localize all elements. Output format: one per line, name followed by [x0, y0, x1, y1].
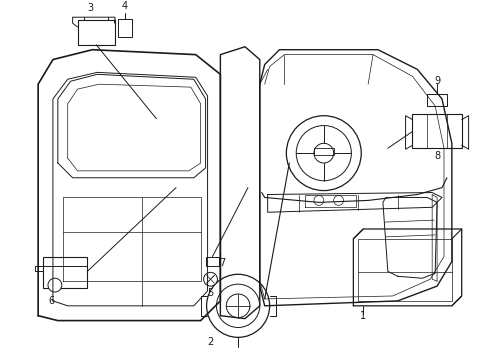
- Bar: [77, 20, 115, 45]
- Circle shape: [204, 272, 218, 286]
- Circle shape: [48, 278, 62, 292]
- Text: 2: 2: [207, 337, 214, 347]
- Bar: [413, 114, 462, 148]
- Text: 1: 1: [360, 311, 366, 321]
- Bar: [206, 257, 220, 266]
- Text: 5: 5: [207, 288, 214, 298]
- Text: 8: 8: [434, 151, 440, 161]
- Text: 9: 9: [434, 76, 440, 86]
- Text: 7: 7: [219, 258, 225, 269]
- Text: 6: 6: [48, 296, 54, 306]
- Bar: [43, 257, 87, 288]
- Bar: [427, 94, 447, 106]
- Text: 4: 4: [122, 1, 128, 11]
- Bar: [118, 19, 132, 37]
- Bar: [358, 239, 452, 301]
- Text: 3: 3: [87, 3, 94, 13]
